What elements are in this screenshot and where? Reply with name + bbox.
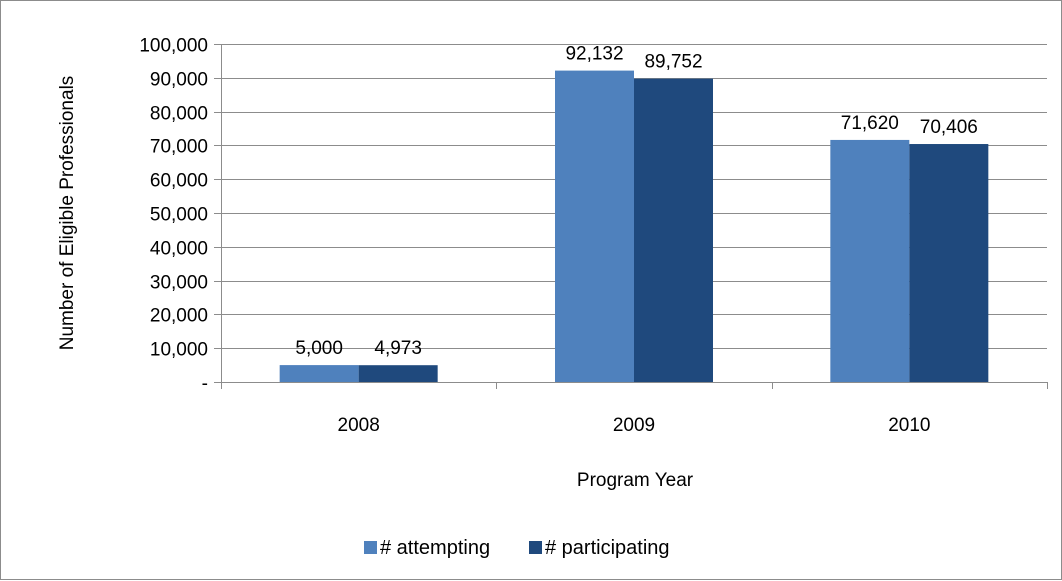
y-axis-title: Number of Eligible Professionals (57, 76, 78, 351)
bars (279, 70, 989, 382)
y-tick-label: 70,000 (150, 137, 208, 158)
bar (555, 70, 634, 382)
y-tick-label: 100,000 (139, 36, 208, 57)
x-tick-label: 2010 (888, 415, 930, 436)
data-labels: 5,000 4,973 92,132 89,752 71,620 70,406 (295, 44, 978, 360)
y-tick-label: 60,000 (150, 171, 208, 192)
y-tick-label: 50,000 (150, 205, 208, 226)
data-label: 5,000 (295, 338, 343, 359)
x-axis-title: Program Year (577, 470, 694, 491)
y-tick-label: 90,000 (150, 70, 208, 91)
data-label: 70,406 (920, 117, 978, 138)
legend-label: # attempting (380, 537, 490, 559)
legend: # attempting # participating (364, 537, 670, 559)
bar (634, 78, 713, 382)
y-tick-label: - (202, 374, 208, 395)
x-tick-label: 2008 (338, 415, 380, 436)
y-tick-label: 80,000 (150, 104, 208, 125)
bar (279, 365, 359, 382)
legend-label: # participating (545, 537, 670, 559)
y-tick-label: 40,000 (150, 239, 208, 260)
bar (909, 144, 989, 382)
y-tick-label: 10,000 (150, 340, 208, 361)
data-label: 71,620 (841, 113, 899, 134)
data-label: 4,973 (374, 338, 422, 359)
data-label: 92,132 (565, 44, 623, 65)
data-label: 89,752 (644, 52, 702, 73)
y-tick-label: 30,000 (150, 273, 208, 294)
axes: - 10,000 20,000 30,000 40,000 50,000 60,000 70,… (139, 36, 1048, 436)
bar (830, 139, 910, 382)
legend-swatch (364, 541, 377, 554)
legend-swatch (529, 541, 542, 554)
x-tick-label: 2009 (613, 415, 655, 436)
y-tick-label: 20,000 (150, 306, 208, 327)
bar (358, 365, 438, 382)
